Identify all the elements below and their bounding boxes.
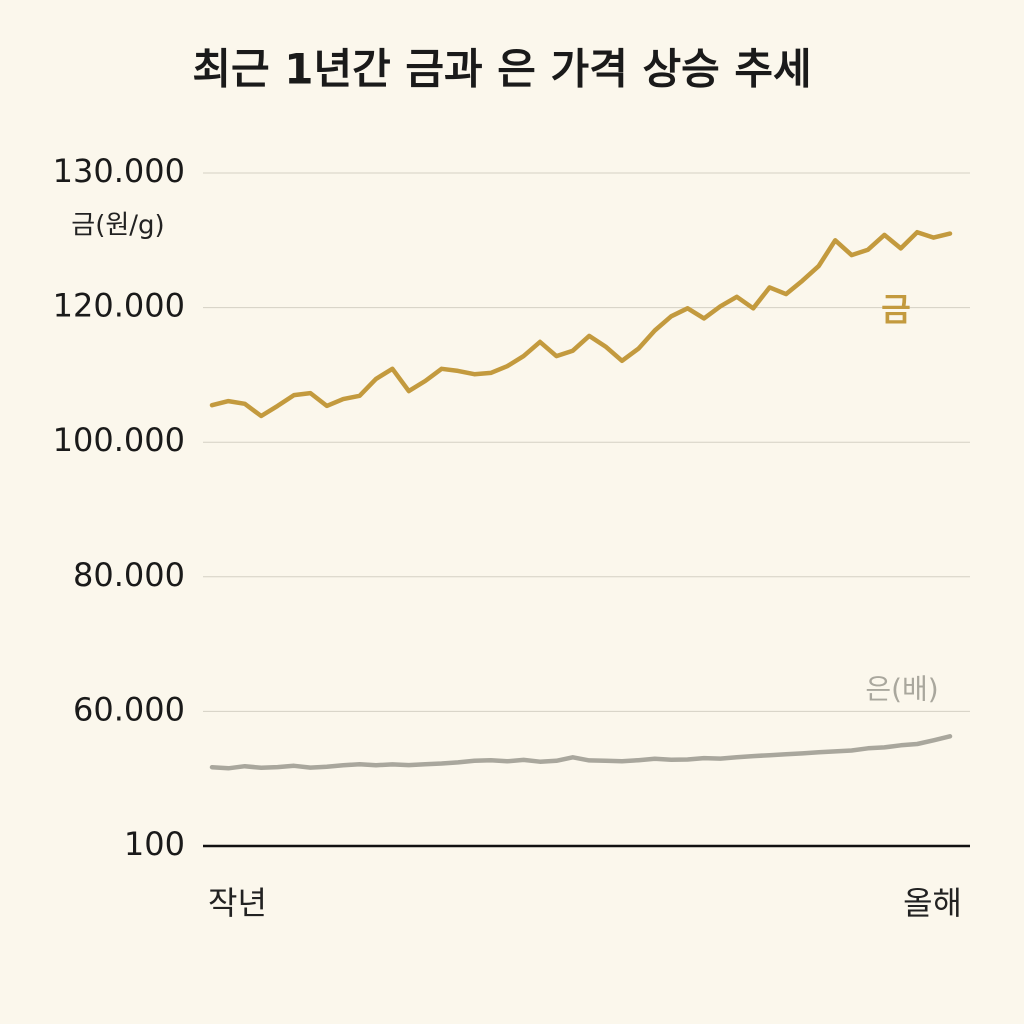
series-line — [209, 734, 953, 771]
x-start-label: 작년 — [208, 884, 267, 922]
y-tick-label: 120.000 — [53, 287, 185, 325]
series-label: 은(배) — [865, 672, 938, 705]
y-tick-label: 100 — [124, 825, 185, 863]
series-label: 금 — [881, 291, 910, 329]
y-tick-label: 100.000 — [53, 421, 185, 459]
chart-title: 최근 1년간 금과 은 가격 상승 추세 — [192, 45, 811, 94]
y-axis-label: 금(원/g) — [71, 211, 164, 241]
series-line — [209, 229, 953, 419]
y-tick-label: 80.000 — [73, 556, 185, 594]
y-tick-label: 130.000 — [53, 152, 185, 190]
x-end-label: 올해 — [903, 884, 962, 922]
y-tick-label: 60.000 — [73, 690, 185, 728]
